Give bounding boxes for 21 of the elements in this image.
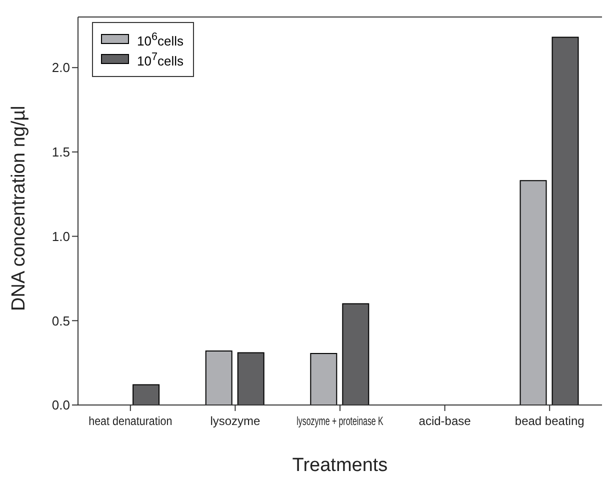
y-axis-title: DNA concentration ng/µl	[8, 106, 30, 311]
x-tick-label: acid-base	[418, 414, 472, 428]
legend-label: 10$^{7}$cells	[137, 50, 184, 70]
x-axis-title: Treatments	[292, 455, 388, 476]
bar	[205, 350, 232, 405]
x-tick-label: heat denaturation	[88, 416, 172, 428]
y-tick-label: 2.0	[52, 60, 70, 76]
y-tick-label: 0.0	[52, 398, 70, 413]
legend-label: 10$^{6}$cells	[137, 30, 184, 50]
y-tick-label: 0.5	[52, 313, 70, 328]
y-tick-label: 1.0	[52, 228, 70, 244]
bar	[310, 353, 338, 405]
bar	[342, 303, 370, 405]
x-tick-label: bead beating	[514, 414, 584, 428]
x-tick-label: lysozyme	[210, 414, 261, 428]
y-tick-label: 1.5	[52, 144, 70, 160]
bar	[237, 352, 264, 405]
bar	[132, 384, 160, 405]
bar	[520, 180, 547, 405]
x-tick-label: lysozyme + proteinase K	[296, 416, 384, 429]
bar	[552, 36, 579, 405]
